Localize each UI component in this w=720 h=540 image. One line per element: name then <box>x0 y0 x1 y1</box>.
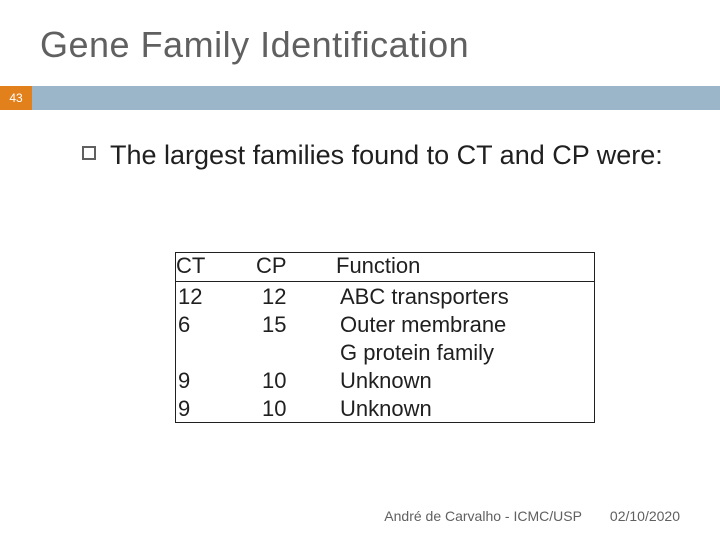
bullet-row: The largest families found to CT and CP … <box>82 138 680 173</box>
slide-title: Gene Family Identification <box>40 24 469 66</box>
table-row: 9 10 Unknown <box>175 366 595 394</box>
cell-fn: Unknown <box>336 396 594 422</box>
cell-fn: Outer membrane <box>336 312 594 338</box>
table-header-row: CT CP Function <box>175 252 595 282</box>
cell-cp: 10 <box>256 368 336 394</box>
square-bullet-icon <box>82 146 96 160</box>
table-row: 6 15 Outer membrane <box>175 310 595 338</box>
cell-fn: Unknown <box>336 368 594 394</box>
table-header-cp: CP <box>256 253 336 279</box>
cell-cp: 10 <box>256 396 336 422</box>
footer-date: 02/10/2020 <box>610 508 680 524</box>
table-row: 12 12 ABC transporters <box>175 282 595 310</box>
cell-fn: ABC transporters <box>336 284 594 310</box>
table-row: G protein family <box>175 338 595 366</box>
cell-ct: 6 <box>176 312 256 338</box>
cell-fn: G protein family <box>336 340 594 366</box>
cell-ct <box>176 340 256 366</box>
accent-bar <box>32 86 720 110</box>
table-header-ct: CT <box>176 253 256 279</box>
table-header-fn: Function <box>336 253 594 279</box>
cell-cp <box>256 340 336 366</box>
slide: Gene Family Identification 43 The larges… <box>0 0 720 540</box>
slide-number-box: 43 <box>0 86 32 110</box>
footer-author: André de Carvalho - ICMC/USP <box>384 508 582 524</box>
slide-number: 43 <box>9 91 22 105</box>
gene-family-table: CT CP Function 12 12 ABC transporters 6 … <box>175 252 595 423</box>
cell-ct: 9 <box>176 396 256 422</box>
bullet-text: The largest families found to CT and CP … <box>110 138 663 173</box>
cell-ct: 12 <box>176 284 256 310</box>
footer: André de Carvalho - ICMC/USP 02/10/2020 <box>0 508 720 524</box>
cell-cp: 12 <box>256 284 336 310</box>
table-row: 9 10 Unknown <box>175 394 595 423</box>
cell-ct: 9 <box>176 368 256 394</box>
cell-cp: 15 <box>256 312 336 338</box>
